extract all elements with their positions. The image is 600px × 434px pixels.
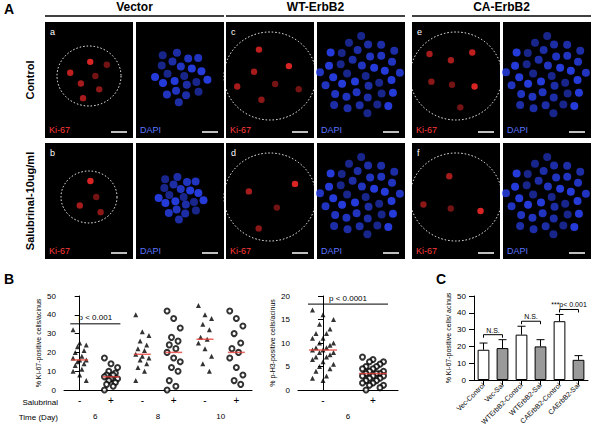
svg-text:50: 50 [47,292,56,301]
svg-text:DAPI: DAPI [507,125,528,135]
svg-text:6: 6 [93,412,98,421]
svg-text:% Ki-67-positive cells/acinus: % Ki-67-positive cells/acinus [35,298,43,387]
svg-text:***p< 0.001: ***p< 0.001 [551,301,587,309]
svg-text:-: - [78,395,81,406]
svg-text:DAPI: DAPI [140,125,161,135]
svg-text:N.S.: N.S. [486,327,500,334]
svg-text:f: f [417,148,420,158]
svg-text:40: 40 [47,310,56,319]
svg-text:B: B [4,271,14,287]
svg-text:Vec-Sal: Vec-Sal [483,381,505,404]
svg-text:DAPI: DAPI [140,246,161,256]
svg-text:8: 8 [156,412,161,421]
svg-text:c: c [231,27,236,37]
svg-text:b: b [50,148,55,158]
svg-text:10: 10 [216,412,225,421]
svg-text:N.S.: N.S. [524,313,538,320]
svg-text:WTErbB2-Control: WTErbB2-Control [480,381,524,426]
svg-text:40: 40 [457,308,466,317]
svg-text:Salubrinal: Salubrinal [22,398,58,407]
svg-text:30: 30 [457,325,466,334]
svg-text:Salubrinal-10ug/ml: Salubrinal-10ug/ml [24,152,36,250]
svg-text:Ki-67: Ki-67 [49,125,70,135]
svg-text:+: + [233,395,239,406]
svg-text:Ki-67: Ki-67 [416,125,437,135]
svg-text:5: 5 [286,362,291,371]
svg-text:-: - [203,395,206,406]
svg-text:+: + [108,395,114,406]
svg-text:DAPI: DAPI [507,246,528,256]
svg-text:15: 15 [281,315,290,324]
svg-text:Ki-67: Ki-67 [230,125,251,135]
svg-text:% p-H3-positive cells/acinus: % p-H3-positive cells/acinus [269,299,277,387]
svg-text:Ki-67: Ki-67 [49,246,70,256]
svg-text:50: 50 [457,292,466,301]
svg-text:% Ki-67-positive cells/ acinus: % Ki-67-positive cells/ acinus [445,292,453,383]
svg-text:0: 0 [52,386,57,395]
svg-text:0: 0 [286,386,291,395]
svg-text:CA-ErbB2: CA-ErbB2 [473,0,530,14]
svg-text:+: + [370,395,376,406]
svg-text:WT-ErbB2: WT-ErbB2 [287,0,345,14]
svg-text:-: - [321,395,324,406]
svg-text:10: 10 [281,339,290,348]
svg-text:Ki-67: Ki-67 [230,246,251,256]
svg-text:Control: Control [24,60,36,99]
svg-text:p < 0.0001: p < 0.0001 [329,294,368,303]
svg-text:10: 10 [457,359,466,368]
svg-text:CAErbB2-Sal: CAErbB2-Sal [547,381,582,416]
svg-text:WTErbB2-Sal: WTErbB2-Sal [508,381,543,416]
svg-text:10: 10 [47,367,56,376]
svg-text:A: A [4,1,14,17]
svg-text:d: d [231,148,236,158]
svg-text:DAPI: DAPI [321,125,342,135]
svg-text:20: 20 [457,342,466,351]
svg-text:6: 6 [346,412,351,421]
svg-text:-: - [141,395,144,406]
svg-text:0: 0 [462,376,467,385]
svg-text:20: 20 [47,348,56,357]
svg-text:20: 20 [281,292,290,301]
svg-text:Vec-Control: Vec-Control [455,381,486,412]
svg-text:a: a [50,27,55,37]
svg-text:Vector: Vector [116,0,153,14]
svg-text:DAPI: DAPI [321,246,342,256]
svg-text:p < 0.001: p < 0.001 [79,313,113,322]
svg-text:CAErbB2-Control: CAErbB2-Control [518,381,562,425]
svg-text:C: C [436,271,446,287]
svg-text:e: e [417,27,422,37]
svg-text:Ki-67: Ki-67 [416,246,437,256]
svg-text:30: 30 [47,329,56,338]
svg-text:+: + [171,395,177,406]
svg-text:Time (Day): Time (Day) [19,413,59,422]
